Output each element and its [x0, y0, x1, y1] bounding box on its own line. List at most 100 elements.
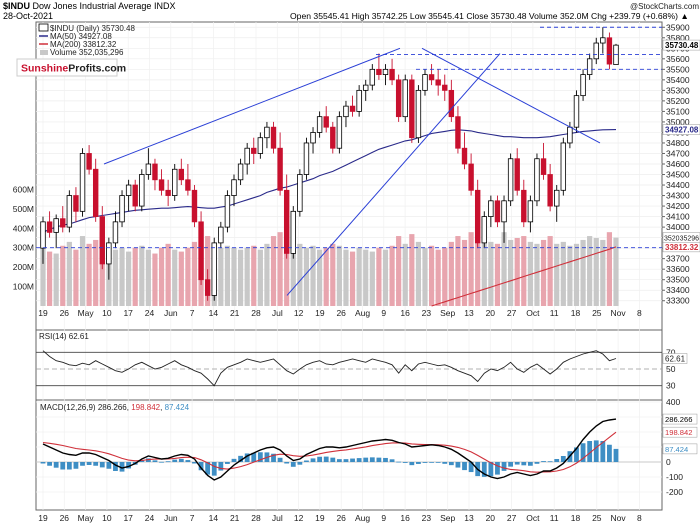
price-tick: 33300: [666, 296, 690, 306]
price-tick: 33500: [666, 275, 690, 285]
candle-down: [132, 184, 138, 207]
volume-bar: [73, 249, 79, 306]
candle-up: [343, 105, 349, 118]
volume-bar: [165, 243, 171, 306]
macd-histogram-bar: [159, 461, 164, 463]
date-label-bottom: 16: [400, 513, 410, 523]
trendline-lower: [286, 53, 501, 296]
candle-down: [349, 105, 356, 112]
macd-histogram-bar: [574, 447, 579, 462]
volume-bar: [257, 249, 263, 306]
macd-histogram-bar: [580, 443, 586, 462]
macd-value-label-box: [662, 413, 698, 425]
macd-histogram-bar: [323, 456, 329, 462]
rsi-value-box: [662, 353, 688, 364]
price-tick: 34300: [666, 191, 690, 201]
candle-up: [125, 184, 132, 196]
volume-bar: [534, 243, 540, 306]
candle-down: [455, 116, 461, 149]
volume-bar: [488, 241, 494, 306]
date-label: Jun: [164, 308, 178, 318]
date-label-bottom: 8: [637, 513, 642, 523]
volume-bar: [185, 247, 191, 306]
candle-up: [172, 168, 178, 196]
volume-bar: [46, 251, 53, 306]
volume-bar: [317, 249, 323, 306]
date-label-bottom: 10: [102, 513, 112, 523]
volume-bar: [448, 241, 454, 306]
volume-bar: [323, 247, 329, 306]
macd-histogram-bar: [251, 452, 257, 462]
price-tick: 35100: [666, 106, 690, 116]
macd-histogram-bar: [527, 462, 533, 466]
macd-histogram-bar: [547, 461, 553, 463]
date-label: 7: [190, 308, 195, 318]
candle-up: [139, 174, 145, 207]
candle-up: [211, 242, 217, 296]
candle-down: [389, 68, 395, 81]
candle-down: [198, 221, 204, 281]
macd-histogram-bar: [119, 462, 125, 472]
volume-bar: [310, 245, 316, 306]
macd-tick: -200: [666, 487, 683, 497]
date-label: 11: [550, 308, 559, 318]
legend-volume: Volume 352,035,296: [50, 48, 124, 57]
price-tick: 35300: [666, 85, 690, 95]
legend-ma50: MA(50) 34927.08: [50, 32, 112, 41]
candle-down: [468, 163, 474, 191]
macd-indicator: 4003002001000-100-200286.266198.84287.42…: [36, 397, 698, 497]
price-tick: 34100: [666, 212, 690, 222]
date-label-bottom: 12: [294, 513, 304, 523]
date-label: Jul: [272, 308, 283, 318]
volume-bar: [363, 249, 369, 306]
candle-down: [92, 168, 99, 217]
volume-bar: [303, 247, 310, 306]
candle-up: [534, 158, 540, 202]
candle-up: [402, 79, 408, 118]
macd-histogram-bar: [376, 457, 382, 462]
trendline-upper: [103, 47, 401, 165]
candle-up: [415, 89, 422, 139]
macd-tick: 400: [666, 397, 680, 407]
volume-bar: [53, 253, 59, 306]
legend-price: $INDU (Daily) 35730.48: [50, 24, 135, 33]
chart-date: 28-Oct-2021: [3, 11, 53, 21]
volume-bar: [382, 249, 389, 306]
macd-histogram-bar: [113, 462, 118, 471]
candle-down: [514, 158, 520, 191]
macd-histogram-bar: [402, 462, 408, 463]
volume-bar: [60, 245, 66, 306]
candle-up: [488, 200, 494, 217]
volume-bar: [343, 249, 349, 306]
candle-down: [204, 279, 211, 296]
date-label: 10: [102, 308, 112, 318]
volume-bar: [428, 245, 435, 306]
macd-histogram-bar: [448, 462, 454, 466]
volume-bar: [79, 236, 86, 306]
volume-bar: [508, 239, 514, 306]
candle-down: [606, 37, 613, 65]
date-label: 14: [209, 308, 219, 318]
date-label-bottom: Aug: [355, 513, 370, 523]
candle-down: [277, 147, 283, 191]
volume-bar: [244, 247, 250, 306]
volume-bar: [178, 251, 184, 306]
candle-up: [580, 74, 586, 97]
macd-histogram-bar: [560, 456, 566, 462]
date-label-bottom: 9: [381, 513, 386, 523]
price-tick: 34400: [666, 180, 690, 190]
volume-bar: [290, 239, 296, 306]
candle-up: [501, 200, 507, 223]
macd-histogram-bar: [211, 462, 217, 476]
candle-up: [310, 132, 316, 144]
volume-bar: [126, 251, 132, 306]
macd-histogram-bar: [126, 462, 132, 469]
candle-up: [336, 116, 343, 149]
rsi-tick: 50: [666, 364, 676, 374]
macd-histogram-bar: [600, 441, 606, 462]
candle-down: [60, 218, 66, 228]
volume-bars: [40, 218, 619, 306]
histogram-value-label: 87.424: [665, 445, 688, 454]
price-legend: $INDU (Daily) 35730.48 MA(50) 34927.08 M…: [38, 23, 135, 57]
macd-histogram-bar: [587, 441, 593, 462]
